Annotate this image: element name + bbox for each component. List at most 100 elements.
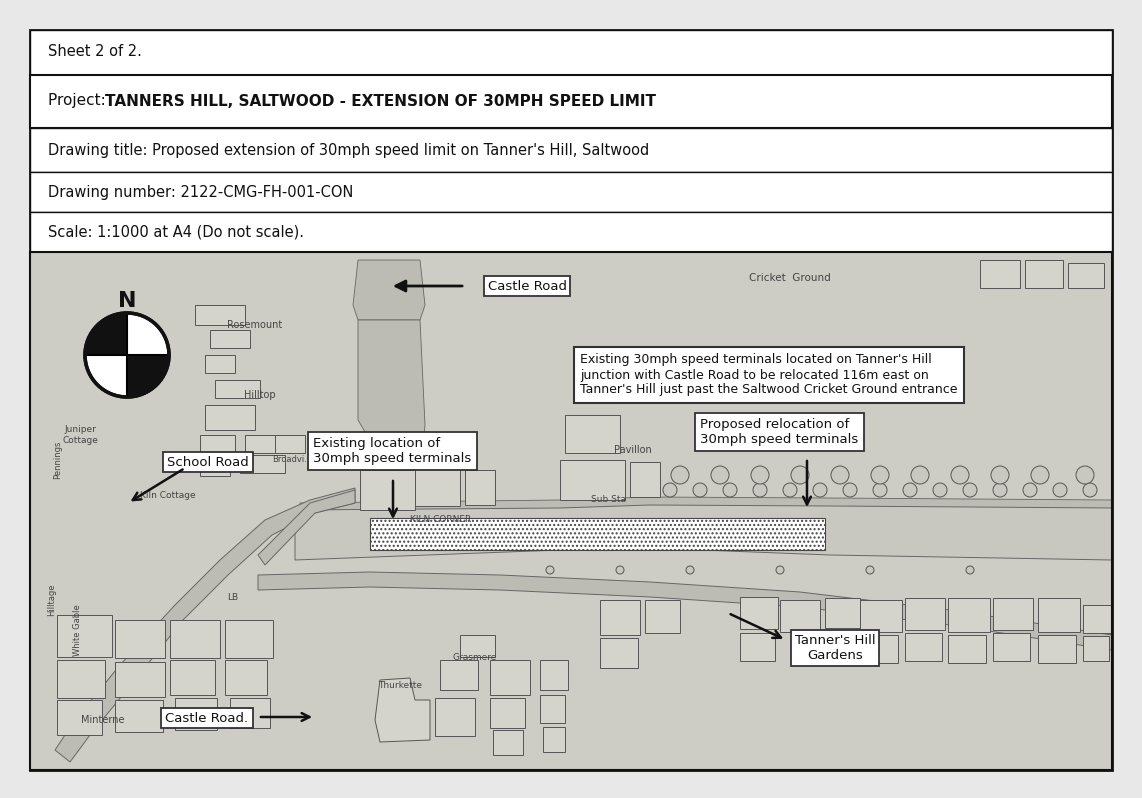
Text: White Gable: White Gable bbox=[73, 604, 82, 656]
Circle shape bbox=[903, 483, 917, 497]
Bar bbox=[600, 638, 638, 668]
Bar bbox=[994, 598, 1034, 630]
Circle shape bbox=[963, 483, 978, 497]
Text: Broadvi...: Broadvi... bbox=[272, 456, 312, 464]
Text: Sub Sta: Sub Sta bbox=[592, 496, 626, 504]
Bar bbox=[246, 435, 280, 453]
Bar bbox=[440, 660, 478, 690]
Bar bbox=[200, 458, 230, 476]
Circle shape bbox=[951, 466, 970, 484]
Circle shape bbox=[843, 483, 856, 497]
Text: KILN CORNER: KILN CORNER bbox=[410, 516, 472, 524]
Polygon shape bbox=[375, 678, 431, 742]
Bar bbox=[1083, 605, 1111, 633]
Bar bbox=[206, 355, 235, 373]
Bar bbox=[170, 660, 215, 695]
Bar bbox=[30, 252, 1112, 770]
Bar bbox=[542, 727, 565, 752]
Bar bbox=[30, 172, 1112, 212]
Circle shape bbox=[933, 483, 947, 497]
Bar bbox=[225, 620, 273, 658]
Bar bbox=[275, 435, 305, 453]
Circle shape bbox=[751, 466, 769, 484]
Bar bbox=[948, 635, 986, 663]
Circle shape bbox=[686, 566, 694, 574]
Text: Pavillon: Pavillon bbox=[614, 445, 652, 455]
Text: Scale: 1:1000 at A4 (Do not scale).: Scale: 1:1000 at A4 (Do not scale). bbox=[48, 224, 304, 239]
Wedge shape bbox=[85, 313, 127, 355]
Text: Existing location of
30mph speed terminals: Existing location of 30mph speed termina… bbox=[313, 437, 472, 465]
Bar bbox=[904, 598, 944, 630]
Circle shape bbox=[1031, 466, 1049, 484]
Circle shape bbox=[85, 313, 169, 397]
Circle shape bbox=[1076, 466, 1094, 484]
Bar bbox=[490, 698, 525, 728]
Bar bbox=[230, 698, 270, 728]
Bar bbox=[860, 635, 898, 663]
Circle shape bbox=[693, 483, 707, 497]
Text: Cricket  Ground: Cricket Ground bbox=[749, 273, 831, 283]
Polygon shape bbox=[295, 505, 1112, 560]
Bar bbox=[30, 75, 1112, 128]
Circle shape bbox=[866, 566, 874, 574]
Text: Kiln Cottage: Kiln Cottage bbox=[140, 491, 195, 500]
Text: Castle Road: Castle Road bbox=[488, 279, 566, 293]
Text: Juniper
Cottage: Juniper Cottage bbox=[62, 425, 98, 444]
Circle shape bbox=[546, 566, 554, 574]
Text: Sheet 2 of 2.: Sheet 2 of 2. bbox=[48, 45, 142, 60]
Bar bbox=[435, 698, 475, 736]
Bar bbox=[115, 620, 164, 658]
Bar bbox=[1038, 598, 1080, 632]
Circle shape bbox=[671, 466, 689, 484]
Text: Proposed relocation of
30mph speed terminals: Proposed relocation of 30mph speed termi… bbox=[700, 418, 859, 446]
Circle shape bbox=[664, 483, 677, 497]
Bar bbox=[170, 620, 220, 658]
Circle shape bbox=[783, 483, 797, 497]
Text: Hilltop: Hilltop bbox=[244, 390, 276, 400]
Circle shape bbox=[791, 466, 809, 484]
Bar bbox=[57, 700, 102, 735]
Bar bbox=[994, 633, 1030, 661]
Circle shape bbox=[813, 483, 827, 497]
Polygon shape bbox=[258, 490, 355, 565]
Wedge shape bbox=[127, 355, 169, 397]
Bar bbox=[30, 30, 1112, 75]
Bar bbox=[115, 662, 164, 697]
Text: Pennings: Pennings bbox=[54, 440, 63, 479]
Bar bbox=[460, 635, 494, 657]
Text: Hilltage: Hilltage bbox=[48, 584, 56, 616]
Bar bbox=[1068, 263, 1104, 288]
Text: Drawing title: Proposed extension of 30mph speed limit on Tanner's Hill, Saltwoo: Drawing title: Proposed extension of 30m… bbox=[48, 143, 650, 157]
Circle shape bbox=[753, 483, 767, 497]
Bar bbox=[195, 305, 246, 325]
Bar bbox=[30, 128, 1112, 172]
Polygon shape bbox=[300, 497, 1112, 513]
Text: N: N bbox=[118, 291, 136, 311]
Text: Minterne: Minterne bbox=[81, 715, 124, 725]
Bar bbox=[740, 597, 778, 629]
Bar bbox=[30, 212, 1112, 252]
Bar bbox=[206, 405, 255, 430]
Bar bbox=[740, 633, 775, 661]
Bar bbox=[225, 660, 267, 695]
Bar bbox=[30, 252, 1112, 770]
Bar bbox=[240, 455, 286, 473]
Bar bbox=[600, 600, 640, 635]
Bar bbox=[465, 470, 494, 505]
Text: Drawing number: 2122-CMG-FH-001-CON: Drawing number: 2122-CMG-FH-001-CON bbox=[48, 184, 353, 200]
Bar bbox=[780, 600, 820, 632]
Bar bbox=[360, 470, 415, 510]
Circle shape bbox=[994, 483, 1007, 497]
Bar bbox=[490, 660, 530, 695]
Circle shape bbox=[1083, 483, 1097, 497]
Text: Existing 30mph speed terminals located on Tanner's Hill
junction with Castle Roa: Existing 30mph speed terminals located o… bbox=[580, 354, 957, 397]
Circle shape bbox=[1023, 483, 1037, 497]
Bar bbox=[1026, 260, 1063, 288]
Bar bbox=[115, 700, 163, 732]
Bar bbox=[210, 330, 250, 348]
Bar bbox=[540, 660, 568, 690]
Bar bbox=[904, 633, 942, 661]
Text: Rosemount: Rosemount bbox=[227, 320, 282, 330]
Circle shape bbox=[872, 483, 887, 497]
Polygon shape bbox=[258, 572, 1112, 650]
